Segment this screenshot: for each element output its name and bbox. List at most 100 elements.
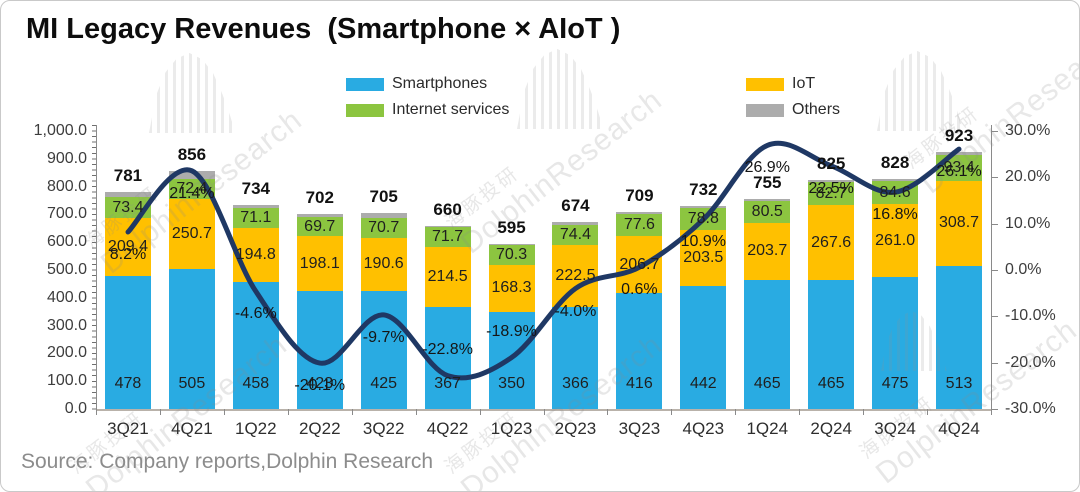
x-axis-tick [287, 409, 289, 415]
yoy-growth-label: -20.1% [294, 377, 346, 395]
left-axis-tick-label: 900.0 [46, 149, 87, 167]
yoy-growth-label: -22.8% [422, 340, 473, 358]
x-axis-label: 3Q24 [874, 419, 916, 438]
legend-item-internet-services: Internet services [346, 101, 509, 119]
x-axis-label: 1Q23 [490, 419, 533, 438]
bar-segment-others [168, 171, 215, 179]
left-axis-line [96, 125, 97, 410]
x-axis-label: 4Q21 [171, 419, 213, 438]
yoy-growth-label: 10.9% [680, 233, 726, 251]
internet-services-value-label: 80.5 [751, 202, 783, 220]
yoy-growth-label: 22.5% [808, 179, 854, 197]
yoy-growth-label: -18.9% [486, 322, 537, 340]
left-axis-tick-label: 400.0 [46, 288, 87, 306]
right-axis-tick [991, 362, 998, 364]
x-axis-tick [991, 409, 992, 415]
x-axis-label: 1Q24 [746, 419, 789, 438]
x-axis-tick [799, 409, 801, 415]
smartphones-value-label: 513 [945, 375, 973, 392]
right-axis-tick [991, 177, 998, 179]
right-axis-line [991, 125, 992, 410]
left-axis-tick-label: 700.0 [46, 205, 87, 223]
x-axis-tick [223, 409, 225, 415]
x-axis-tick [863, 409, 865, 415]
right-axis-tick [991, 316, 998, 318]
x-axis-label: 4Q24 [938, 419, 980, 438]
legend-label: Others [792, 101, 841, 118]
right-axis-tick [991, 270, 998, 271]
smartphones-swatch-icon [346, 77, 384, 91]
left-axis-tick-label: 200.0 [46, 344, 87, 362]
right-axis-tick-label: 30.0% [1005, 122, 1051, 139]
yoy-growth-label: 26.9% [744, 159, 790, 177]
right-axis-tick-label: 20.0% [1005, 168, 1051, 186]
x-axis-tick [735, 409, 737, 415]
x-axis-label: 2Q24 [810, 419, 852, 438]
left-axis-minor-ticks [92, 125, 96, 410]
bar-segment-others [744, 199, 791, 201]
x-axis-tick [927, 409, 929, 415]
x-axis-tick [607, 409, 609, 415]
x-axis-tick [159, 409, 161, 415]
legend-label: Internet services [392, 101, 510, 118]
x-axis-label: 2Q22 [298, 419, 341, 438]
internet-services-value-label: 70.3 [495, 246, 528, 264]
right-axis-tick-label: -10.0% [1005, 307, 1056, 325]
left-axis-tick-label: 1,000.0 [33, 122, 87, 139]
right-axis-tick-label: 10.0% [1005, 214, 1051, 232]
iot-swatch-icon [746, 77, 784, 91]
legend-item-others: Others [746, 101, 840, 119]
total-value-label: 856 [177, 145, 207, 165]
iot-value-label: 261.0 [875, 231, 916, 249]
legend-item-iot: IoT [746, 75, 815, 93]
yoy-growth-label: -4.0% [554, 302, 597, 320]
x-axis-tick [415, 409, 417, 415]
x-axis-tick [351, 409, 353, 415]
left-axis-tick-label: 800.0 [46, 177, 87, 195]
total-value-label: 660 [433, 199, 462, 219]
x-axis-label: 1Q22 [235, 419, 277, 438]
legend-item-smartphones: Smartphones [346, 75, 487, 93]
left-axis-tick-label: 300.0 [46, 316, 87, 334]
yoy-growth-label: 21.4% [169, 184, 215, 202]
x-axis-tick [479, 409, 481, 415]
yoy-growth-label: 16.8% [872, 206, 918, 224]
x-axis-tick [96, 409, 97, 415]
left-axis-tick-label: 600.0 [46, 233, 87, 251]
chart-title: MI Legacy Revenues (Smartphone × AIoT ) [26, 13, 621, 45]
yoy-growth-label: 8.2% [109, 246, 147, 263]
bar-segment-others [680, 205, 727, 208]
source-note: Source: Company reports,Dolphin Research [21, 450, 434, 473]
x-axis-tick [543, 409, 545, 415]
bar-segment-others [872, 178, 919, 181]
x-axis-label: 3Q23 [618, 419, 661, 438]
x-axis-label: 2Q23 [554, 419, 597, 438]
yoy-growth-label: 26.1% [936, 163, 982, 181]
bar-segment-others [616, 211, 663, 215]
others-swatch-icon [746, 103, 784, 117]
left-axis-tick-label: 500.0 [46, 261, 87, 278]
total-value-label: 923 [944, 126, 974, 146]
x-axis-label: 3Q22 [362, 419, 405, 438]
bar-segment-others [104, 191, 151, 198]
right-axis-tick [991, 409, 998, 410]
right-axis-tick-label: 0.0% [1005, 261, 1042, 278]
left-axis-tick-label: 100.0 [46, 372, 87, 390]
right-axis-tick [991, 223, 998, 225]
right-axis-tick-label: -30.0% [1005, 400, 1056, 417]
left-axis-tick-label: 0.0 [64, 400, 87, 417]
x-axis-label: 3Q21 [107, 419, 149, 438]
right-axis-tick [991, 131, 998, 132]
yoy-growth-label: 0.6% [621, 281, 658, 299]
yoy-growth-label: -4.6% [234, 305, 277, 323]
internet-services-swatch-icon [346, 103, 384, 117]
legend-label: Smartphones [392, 75, 488, 92]
legend-label: IoT [792, 75, 816, 92]
x-axis-label: 4Q22 [426, 419, 469, 438]
bar-segment-others [936, 152, 983, 155]
right-axis-tick-label: -20.0% [1005, 353, 1056, 371]
x-axis-label: 4Q23 [682, 419, 725, 438]
x-axis-tick [671, 409, 673, 415]
